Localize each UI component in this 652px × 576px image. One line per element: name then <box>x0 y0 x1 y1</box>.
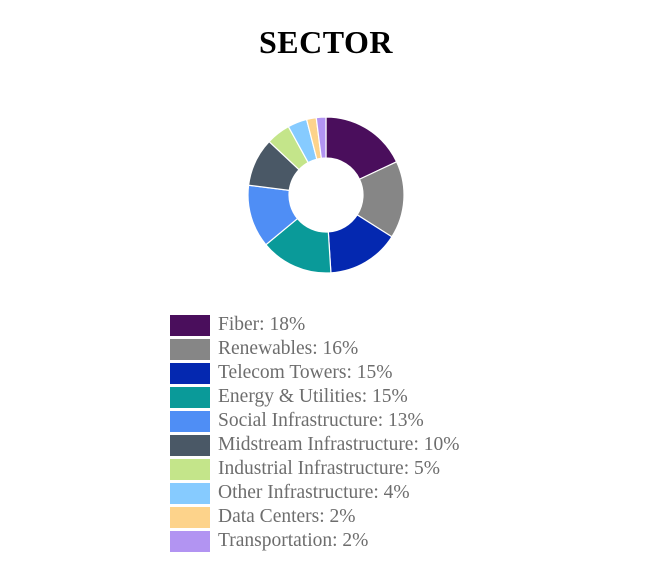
legend-item: Other Infrastructure: 4% <box>170 481 460 505</box>
legend-label: Energy & Utilities: 15% <box>218 386 408 407</box>
legend-item: Fiber: 18% <box>170 313 460 337</box>
legend-item: Renewables: 16% <box>170 337 460 361</box>
legend-label: Transportation: 2% <box>218 530 369 551</box>
legend-label: Midstream Infrastructure: 10% <box>218 434 460 455</box>
legend-item: Transportation: 2% <box>170 529 460 553</box>
chart-legend: Fiber: 18% Renewables: 16% Telecom Tower… <box>170 313 460 553</box>
legend-swatch <box>170 362 210 384</box>
legend-swatch <box>170 506 210 528</box>
legend-swatch <box>170 314 210 336</box>
legend-item: Social Infrastructure: 13% <box>170 409 460 433</box>
donut-slice-transportation <box>315 116 327 159</box>
legend-label: Telecom Towers: 15% <box>218 362 393 383</box>
legend-item: Industrial Infrastructure: 5% <box>170 457 460 481</box>
legend-label: Renewables: 16% <box>218 338 359 359</box>
legend-label: Industrial Infrastructure: 5% <box>218 458 441 479</box>
legend-item: Data Centers: 2% <box>170 505 460 529</box>
legend-swatch <box>170 386 210 408</box>
legend-swatch <box>170 410 210 432</box>
legend-item: Energy & Utilities: 15% <box>170 385 460 409</box>
legend-item: Midstream Infrastructure: 10% <box>170 433 460 457</box>
legend-swatch <box>170 458 210 480</box>
legend-swatch <box>170 434 210 456</box>
legend-swatch <box>170 482 210 504</box>
donut-chart <box>247 116 405 274</box>
legend-swatch <box>170 530 210 552</box>
legend-label: Other Infrastructure: 4% <box>218 482 410 503</box>
chart-title: SECTOR <box>258 24 393 60</box>
legend-item: Telecom Towers: 15% <box>170 361 460 385</box>
legend-swatch <box>170 338 210 360</box>
legend-label: Fiber: 18% <box>218 314 306 335</box>
legend-label: Data Centers: 2% <box>218 506 356 527</box>
legend-label: Social Infrastructure: 13% <box>218 410 424 431</box>
